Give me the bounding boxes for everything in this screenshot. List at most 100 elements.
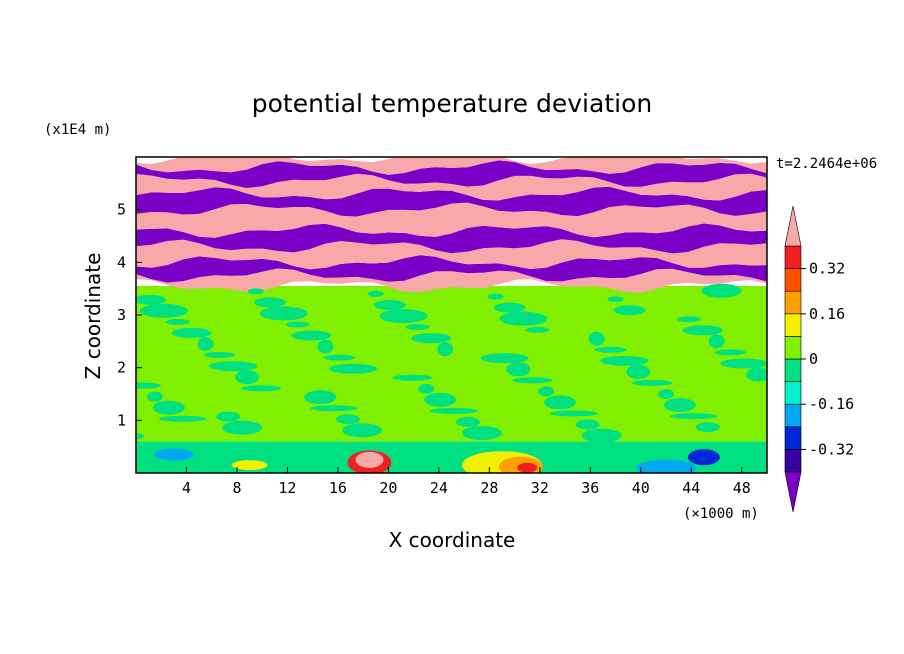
- contour-patch: [158, 415, 207, 422]
- y-tick-label: 2: [117, 359, 126, 377]
- contour-patch: [392, 374, 433, 381]
- x-tick-label: 36: [581, 479, 599, 497]
- contour-patch: [253, 297, 286, 308]
- colorbar-swatch: [784, 268, 802, 292]
- colorbar-swatch: [784, 313, 802, 337]
- contour-patch: [588, 331, 605, 346]
- y-unit-label: (x1E4 m): [44, 122, 111, 138]
- contour-patch: [222, 420, 263, 435]
- contour-patch: [607, 296, 624, 303]
- x-tick-label: 32: [531, 479, 549, 497]
- contour-band: [136, 268, 767, 293]
- y-axis-label: Z coordinate: [81, 253, 105, 380]
- colorbar-swatch: [784, 403, 802, 428]
- contour-patch: [600, 355, 649, 366]
- contour-patch: [247, 288, 264, 295]
- contour-patch: [329, 363, 378, 374]
- colorbar: 0.32 0.16 0 -0.16 -0.32: [784, 205, 854, 513]
- y-tick-label: 3: [117, 306, 126, 324]
- colorbar-swatch: [784, 336, 802, 360]
- contour-patch: [626, 364, 651, 379]
- contour-patch: [663, 398, 696, 413]
- x-tick-label: 48: [733, 479, 751, 497]
- colorbar-swatch: [784, 381, 802, 405]
- contour-patch: [746, 367, 767, 382]
- y-tick-label: 4: [117, 253, 126, 271]
- contour-patch: [632, 379, 673, 386]
- plot-area: [136, 157, 767, 473]
- contour-patch: [525, 326, 550, 333]
- contour-patch: [197, 336, 214, 351]
- contour-patch: [146, 391, 163, 402]
- contour-patch: [235, 370, 260, 385]
- x-tick-label: 4: [182, 479, 191, 497]
- contour-patch: [695, 422, 720, 433]
- contour-patch: [165, 318, 190, 325]
- colorbar-label: -0.16: [809, 395, 854, 413]
- contour-patch: [499, 311, 548, 326]
- contour-patch: [405, 324, 430, 331]
- contour-band: [136, 223, 767, 254]
- contour-patch: [701, 283, 742, 298]
- contour-patch: [575, 419, 600, 430]
- x-tick-label: 12: [278, 479, 296, 497]
- colorbar-swatch: [784, 426, 802, 450]
- contour-patch: [581, 428, 622, 443]
- contour-patch: [517, 462, 538, 473]
- contour-patch: [676, 316, 701, 323]
- contour-patch: [418, 383, 435, 394]
- contour-band: [136, 173, 767, 201]
- contour-band: [136, 202, 767, 238]
- time-label: t=2.2464e+06: [776, 156, 877, 172]
- contour-patch: [720, 358, 767, 369]
- contour-band: [136, 157, 767, 175]
- contour-patch: [323, 354, 356, 361]
- contour-patch: [669, 413, 718, 420]
- contour-patch: [304, 390, 337, 405]
- contour-patch: [203, 352, 236, 359]
- colorbar-extend-high: [784, 205, 802, 247]
- contour-band: [136, 186, 767, 217]
- chart-title: potential temperature deviation: [252, 89, 652, 118]
- contour-patch: [336, 414, 361, 425]
- contour-patch: [136, 294, 166, 305]
- contour-patch: [538, 386, 555, 397]
- colorbar-label: 0: [809, 350, 818, 368]
- contour-patch: [424, 392, 457, 407]
- contour-patch: [317, 339, 334, 354]
- contour-patch: [379, 309, 428, 324]
- x-tick-label: 28: [480, 479, 498, 497]
- contour-patch: [493, 302, 526, 313]
- contour-patch: [285, 321, 310, 328]
- contour-patch: [613, 305, 646, 316]
- contour-patch: [455, 416, 480, 427]
- x-tick-label: 16: [329, 479, 347, 497]
- contour-patch: [367, 290, 384, 297]
- contour-band: [136, 239, 767, 270]
- contour-patch: [658, 389, 675, 399]
- contour-patch: [355, 451, 384, 468]
- x-tick-label: 20: [379, 479, 397, 497]
- colorbar-label: 0.16: [809, 305, 845, 323]
- contour-patch: [240, 385, 281, 392]
- contour-patch: [594, 346, 627, 353]
- colorbar-swatch: [784, 290, 802, 315]
- contour-patch: [549, 410, 598, 417]
- colorbar-label: 0.32: [809, 260, 845, 278]
- contour-patch: [687, 449, 720, 466]
- x-tick-label: 8: [232, 479, 241, 497]
- contour-patch: [714, 349, 747, 356]
- contour-patch: [544, 395, 577, 410]
- colorbar-swatch: [784, 245, 802, 269]
- colorbar-swatch: [784, 449, 802, 473]
- contour-patch: [136, 382, 162, 389]
- contour-patch: [480, 353, 529, 364]
- x-tick-label: 44: [682, 479, 700, 497]
- contour-band: [136, 441, 767, 473]
- contour-patch: [310, 405, 359, 412]
- contour-patch: [136, 433, 144, 440]
- contour-patch: [139, 303, 188, 318]
- y-tick-label: 1: [117, 411, 126, 429]
- contour-patch: [506, 362, 531, 377]
